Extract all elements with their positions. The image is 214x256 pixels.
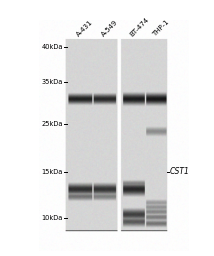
Text: 25kDa: 25kDa [42, 121, 63, 127]
Text: A-549: A-549 [100, 19, 119, 38]
Text: 15kDa: 15kDa [42, 169, 63, 175]
Text: BT-474: BT-474 [129, 16, 150, 38]
Text: 35kDa: 35kDa [42, 79, 63, 85]
Text: CST1: CST1 [169, 167, 189, 176]
Text: THP-1: THP-1 [151, 19, 170, 38]
Text: 10kDa: 10kDa [42, 216, 63, 221]
Text: A-431: A-431 [76, 19, 94, 38]
Text: 40kDa: 40kDa [42, 45, 63, 50]
